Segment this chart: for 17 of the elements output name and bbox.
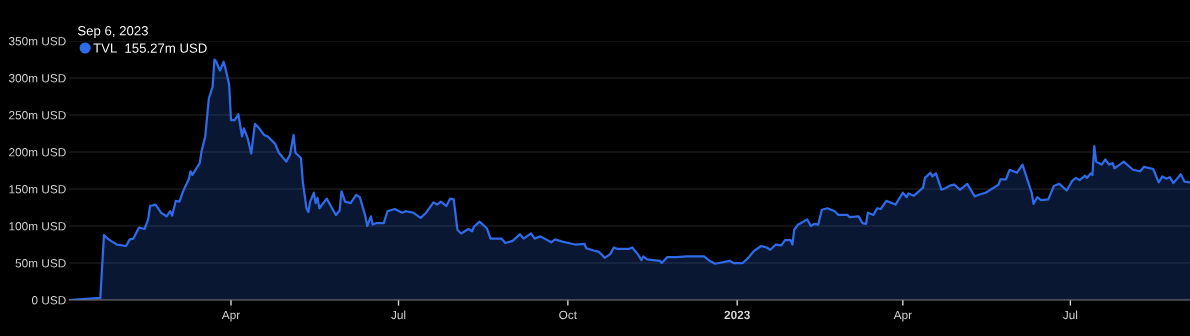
y-tick-label: 250m USD	[9, 111, 66, 120]
y-tick-label: 0 USD	[31, 296, 66, 305]
x-tick-label: Jul	[391, 310, 406, 320]
x-tick-label: 2023	[724, 310, 750, 320]
y-tick-label: 350m USD	[8, 37, 66, 46]
text: Sep 6, 2023	[77, 26, 148, 39]
y-tick-label: 200m USD	[9, 148, 66, 157]
x-tick-label: Apr	[221, 310, 240, 322]
x-tick-label: Apr	[893, 310, 912, 322]
x-tick-label: Oct	[559, 310, 577, 320]
y-tick-label: 50m USD	[15, 259, 66, 268]
y-tick-label: 150m USD	[9, 185, 66, 194]
legend-label: TVL	[93, 43, 117, 53]
y-tick-label: 100m USD	[9, 222, 66, 231]
annotation: 155.27m USD	[125, 43, 207, 53]
y-tick-label: 300m USD	[8, 74, 66, 83]
x-tick-label: Jul	[1062, 310, 1078, 320]
